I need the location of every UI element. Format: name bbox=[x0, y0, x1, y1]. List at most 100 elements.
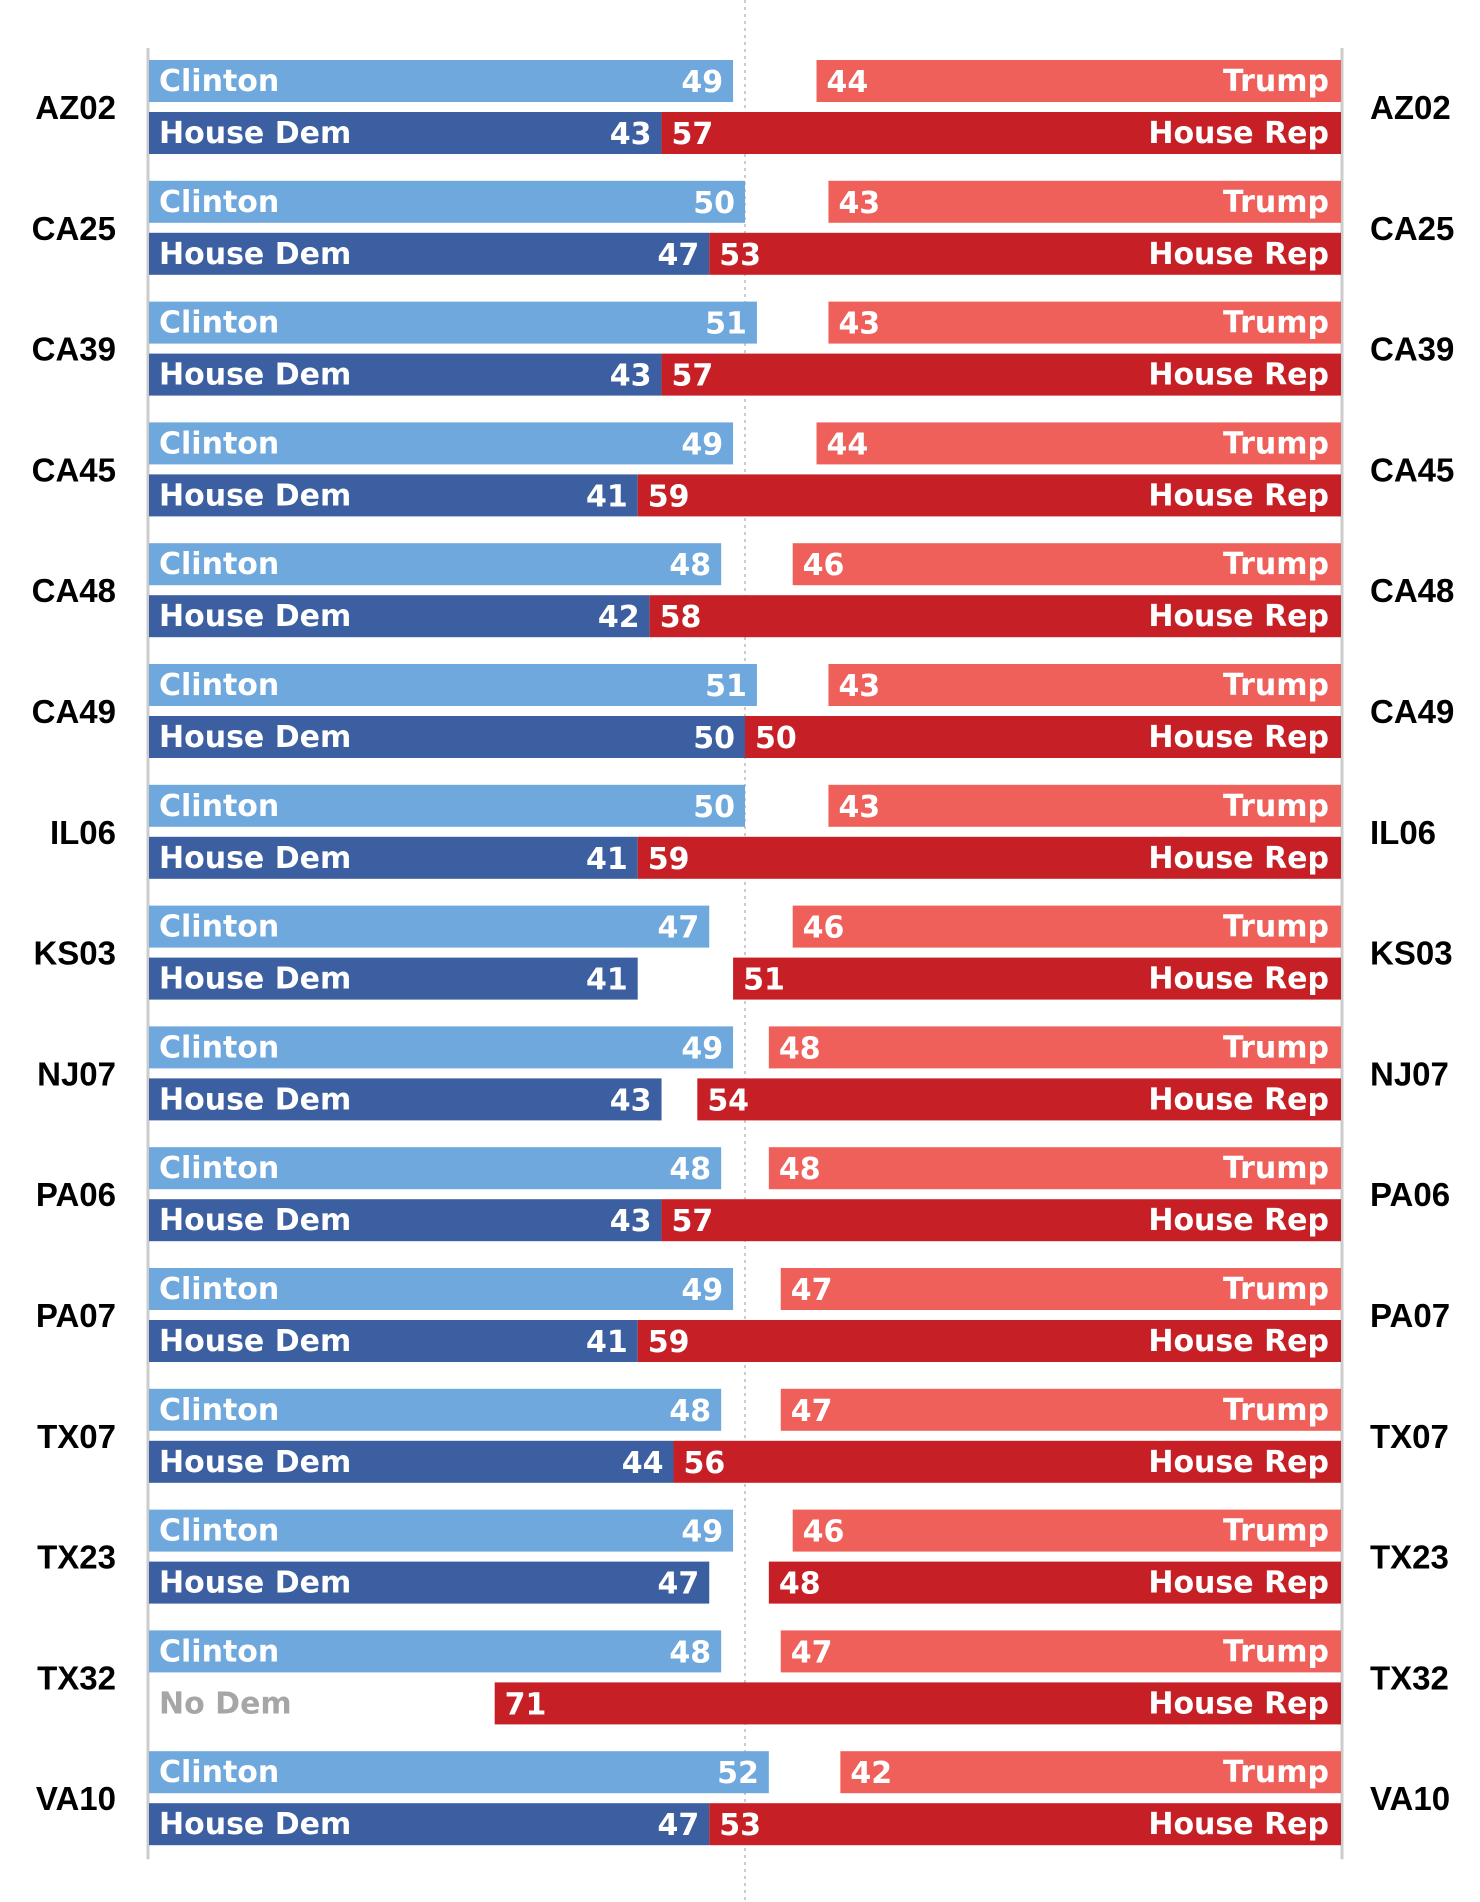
house-dem-bar bbox=[149, 232, 710, 275]
clinton-bar bbox=[149, 60, 734, 102]
clinton-value: 52 bbox=[717, 1756, 759, 1791]
trump-bar bbox=[780, 1268, 1341, 1310]
house-rep-label: House Rep bbox=[1148, 237, 1329, 272]
house-dem-value: 47 bbox=[657, 238, 699, 273]
district-label-left: PA06 bbox=[36, 1176, 116, 1213]
house-rep-value: 59 bbox=[648, 1325, 690, 1360]
clinton-label: Clinton bbox=[159, 426, 279, 461]
clinton-label: Clinton bbox=[159, 1272, 279, 1307]
house-rep-value: 59 bbox=[648, 842, 690, 877]
clinton-bar bbox=[149, 543, 722, 586]
district-label-right: PA07 bbox=[1370, 1297, 1450, 1334]
clinton-label: Clinton bbox=[159, 185, 279, 220]
house-rep-label: House Rep bbox=[1148, 1203, 1329, 1238]
house-rep-bar bbox=[697, 1078, 1341, 1121]
clinton-value: 48 bbox=[669, 1635, 711, 1670]
house-rep-label: House Rep bbox=[1148, 116, 1329, 151]
clinton-label: Clinton bbox=[159, 1151, 279, 1186]
clinton-bar bbox=[149, 905, 710, 948]
house-rep-value: 48 bbox=[779, 1567, 821, 1602]
trump-value: 44 bbox=[827, 65, 869, 100]
clinton-label: Clinton bbox=[159, 1030, 279, 1065]
house-rep-value: 56 bbox=[683, 1446, 725, 1481]
trump-bar bbox=[792, 543, 1341, 586]
house-rep-label: House Rep bbox=[1148, 962, 1329, 997]
house-dem-bar bbox=[149, 1561, 710, 1604]
trump-bar bbox=[840, 1751, 1341, 1794]
clinton-label: Clinton bbox=[159, 1634, 279, 1669]
clinton-bar bbox=[149, 1630, 722, 1673]
house-dem-value: 43 bbox=[610, 1204, 652, 1239]
district-label-right: CA49 bbox=[1370, 693, 1454, 730]
trump-value: 47 bbox=[791, 1635, 833, 1670]
clinton-bar bbox=[149, 784, 745, 827]
trump-label: Trump bbox=[1223, 1151, 1329, 1186]
house-dem-value: 41 bbox=[586, 1325, 628, 1360]
house-rep-bar bbox=[661, 1199, 1341, 1242]
house-rep-value: 57 bbox=[672, 1204, 714, 1239]
district-label-left: TX07 bbox=[37, 1418, 116, 1455]
house-dem-bar bbox=[149, 836, 638, 879]
house-dem-label: House Dem bbox=[159, 1082, 351, 1117]
clinton-bar bbox=[149, 301, 757, 344]
house-dem-label: House Dem bbox=[159, 1566, 351, 1601]
district-label-left: CA48 bbox=[32, 572, 116, 609]
trump-bar bbox=[828, 301, 1341, 344]
house-rep-label: House Rep bbox=[1148, 1082, 1329, 1117]
trump-value: 47 bbox=[791, 1273, 833, 1308]
house-rep-label: House Rep bbox=[1148, 1324, 1329, 1359]
clinton-bar bbox=[149, 1026, 734, 1069]
trump-bar bbox=[816, 60, 1341, 102]
house-rep-bar bbox=[661, 112, 1341, 154]
district-label-right: VA10 bbox=[1370, 1780, 1450, 1817]
house-dem-value: 41 bbox=[586, 479, 628, 514]
house-dem-value: 41 bbox=[586, 963, 628, 998]
house-rep-value: 51 bbox=[743, 963, 785, 998]
trump-label: Trump bbox=[1223, 426, 1329, 461]
clinton-value: 48 bbox=[669, 548, 711, 583]
trump-label: Trump bbox=[1223, 1030, 1329, 1065]
clinton-bar bbox=[149, 1268, 734, 1310]
house-dem-value: 42 bbox=[598, 600, 640, 635]
clinton-bar bbox=[149, 1751, 769, 1794]
house-dem-value: 50 bbox=[693, 721, 735, 756]
house-dem-label: House Dem bbox=[159, 1324, 351, 1359]
trump-bar bbox=[768, 1026, 1341, 1069]
clinton-label: Clinton bbox=[159, 789, 279, 824]
district-label-left: NJ07 bbox=[37, 1055, 116, 1092]
district-label-right: CA48 bbox=[1370, 572, 1454, 609]
house-dem-bar bbox=[149, 1320, 638, 1362]
house-dem-bar bbox=[149, 1803, 710, 1846]
trump-value: 46 bbox=[803, 1515, 845, 1550]
trump-value: 43 bbox=[838, 790, 880, 825]
district-label-right: CA25 bbox=[1370, 210, 1454, 247]
house-dem-label: House Dem bbox=[159, 720, 351, 755]
house-rep-bar bbox=[637, 474, 1341, 517]
district-label-right: TX07 bbox=[1370, 1418, 1449, 1455]
house-rep-value: 71 bbox=[505, 1687, 547, 1722]
house-dem-value: 41 bbox=[586, 842, 628, 877]
trump-bar bbox=[780, 1388, 1341, 1431]
clinton-bar bbox=[149, 422, 734, 465]
district-label-right: CA45 bbox=[1370, 451, 1454, 488]
district-label-left: IL06 bbox=[50, 814, 116, 851]
house-dem-label: House Dem bbox=[159, 358, 351, 393]
clinton-value: 48 bbox=[669, 1394, 711, 1429]
house-dem-value: 47 bbox=[657, 1808, 699, 1843]
trump-label: Trump bbox=[1223, 668, 1329, 703]
district-label-left: VA10 bbox=[36, 1780, 116, 1817]
trump-value: 46 bbox=[803, 911, 845, 946]
clinton-value: 49 bbox=[681, 1515, 723, 1550]
house-dem-value: 47 bbox=[657, 1567, 699, 1602]
clinton-value: 49 bbox=[681, 65, 723, 100]
trump-value: 48 bbox=[779, 1031, 821, 1066]
house-dem-bar bbox=[149, 595, 650, 638]
trump-label: Trump bbox=[1223, 64, 1329, 99]
trump-label: Trump bbox=[1223, 789, 1329, 824]
district-label-right: IL06 bbox=[1370, 814, 1436, 851]
trump-label: Trump bbox=[1223, 1272, 1329, 1307]
trump-label: Trump bbox=[1223, 306, 1329, 341]
house-rep-value: 58 bbox=[660, 600, 702, 635]
district-label-right: PA06 bbox=[1370, 1176, 1450, 1213]
